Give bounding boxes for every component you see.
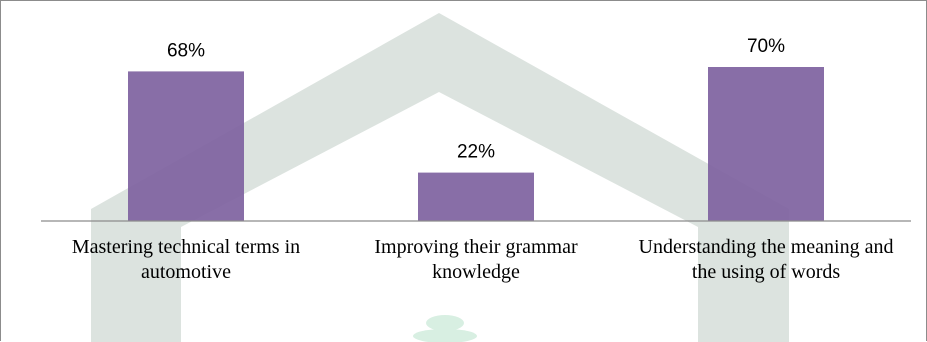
bar-1 [128, 71, 244, 222]
category-label-improving-grammar: Improving their grammar knowledge [374, 236, 578, 283]
category-label-mastering-technical-terms: Mastering technical terms in automotive [71, 236, 301, 283]
bar-2 [418, 172, 534, 221]
data-label-2: 22% [457, 142, 495, 163]
data-label-1: 68% [167, 40, 205, 61]
bar-3 [708, 67, 824, 221]
data-label-3: 70% [747, 36, 785, 57]
watermark-logo [91, 13, 789, 342]
category-label-understanding-meaning: Understanding the meaning and the using … [638, 236, 894, 283]
